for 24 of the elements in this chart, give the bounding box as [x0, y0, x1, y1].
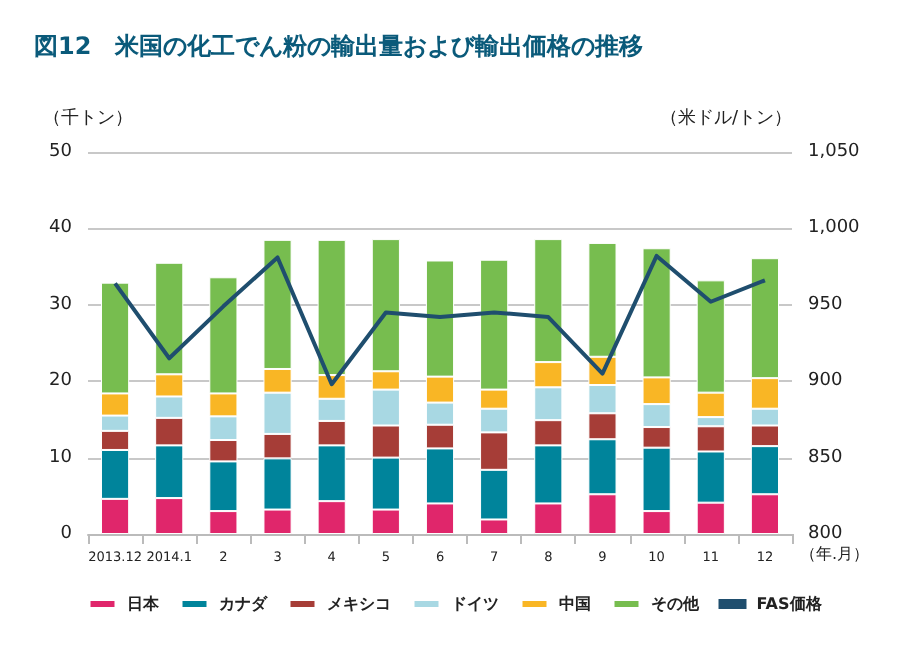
legend-label: 日本: [126, 595, 161, 613]
y2-tick-label: 850: [808, 447, 843, 468]
x-axis-title: （年.月）: [800, 545, 870, 563]
line-series: [113, 253, 767, 387]
y-tick-label: 0: [60, 524, 73, 544]
y2-tick-label: 800: [808, 524, 843, 544]
y-tick-label: 50: [49, 142, 73, 162]
y2-axis-title: （米ドル/トン）: [659, 107, 792, 129]
legend-label: FAS価格: [756, 595, 824, 613]
legend-label: その他: [650, 595, 701, 613]
chart-title: 図12 米国の化工でん粉の輸出量および輸出価格の推移: [34, 32, 644, 60]
y2-tick-label: 1,050: [808, 142, 861, 162]
y-tick-label: 40: [49, 218, 73, 239]
y-tick-label: 10: [49, 447, 73, 468]
y2-tick-label: 1,000: [808, 218, 861, 239]
legend-label: カナダ: [218, 595, 269, 613]
y-tick-label: 20: [49, 371, 73, 392]
y2-tick-label: 950: [808, 294, 843, 315]
y-tick-label: 30: [49, 294, 73, 315]
legend-label: 中国: [558, 595, 591, 613]
legend-label: ドイツ: [450, 595, 499, 613]
y-axis-title: （千トン）: [43, 107, 133, 129]
y2-tick-label: 900: [808, 371, 843, 392]
legend-label: メキシコ: [326, 595, 391, 613]
